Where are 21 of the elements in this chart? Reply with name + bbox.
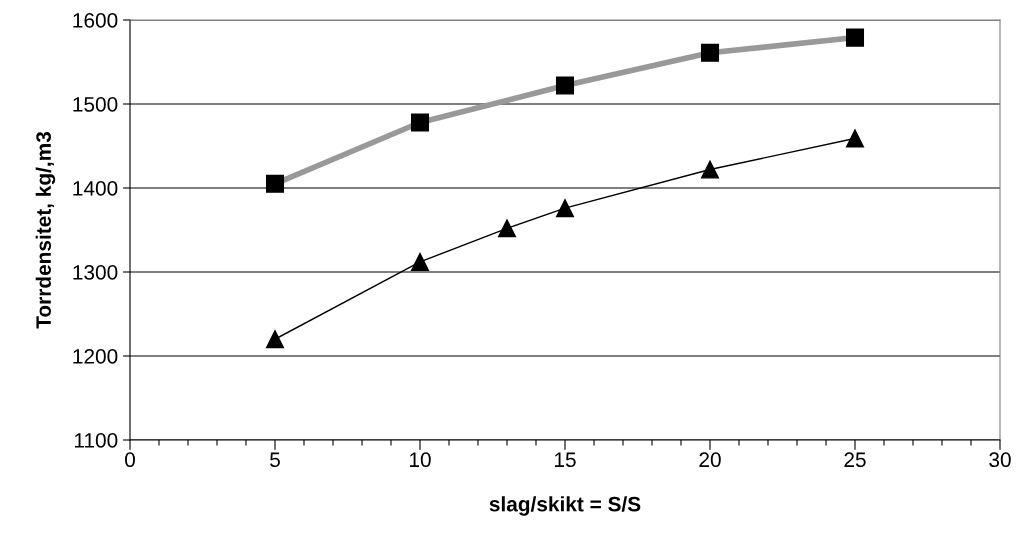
x-tick-label: 30: [989, 452, 1011, 468]
x-axis-title: slag/skikt = S/S: [489, 496, 641, 516]
point: [555, 199, 575, 218]
point: [845, 129, 865, 148]
x-tick-label: 0: [125, 452, 135, 468]
y-axis-title: Torrdensitet, kg/,m3: [35, 131, 56, 329]
y-tick-label: 1300: [73, 265, 118, 280]
point: [265, 330, 285, 349]
y-tick-label: 1100: [74, 433, 118, 448]
y-tick-label: 1400: [73, 181, 118, 196]
point: [410, 252, 430, 271]
x-tick-label: 25: [844, 452, 866, 468]
x-tick-label: 5: [270, 452, 280, 468]
y-tick-label: 1500: [73, 97, 118, 112]
y-tick-label: 1600: [73, 13, 118, 28]
point: [700, 160, 720, 179]
x-tick-label: 10: [410, 452, 431, 468]
x-tick-label: 15: [555, 452, 576, 468]
point: [497, 219, 517, 238]
y-tick-label: 1200: [73, 349, 118, 364]
x-tick-label: 20: [699, 452, 721, 468]
